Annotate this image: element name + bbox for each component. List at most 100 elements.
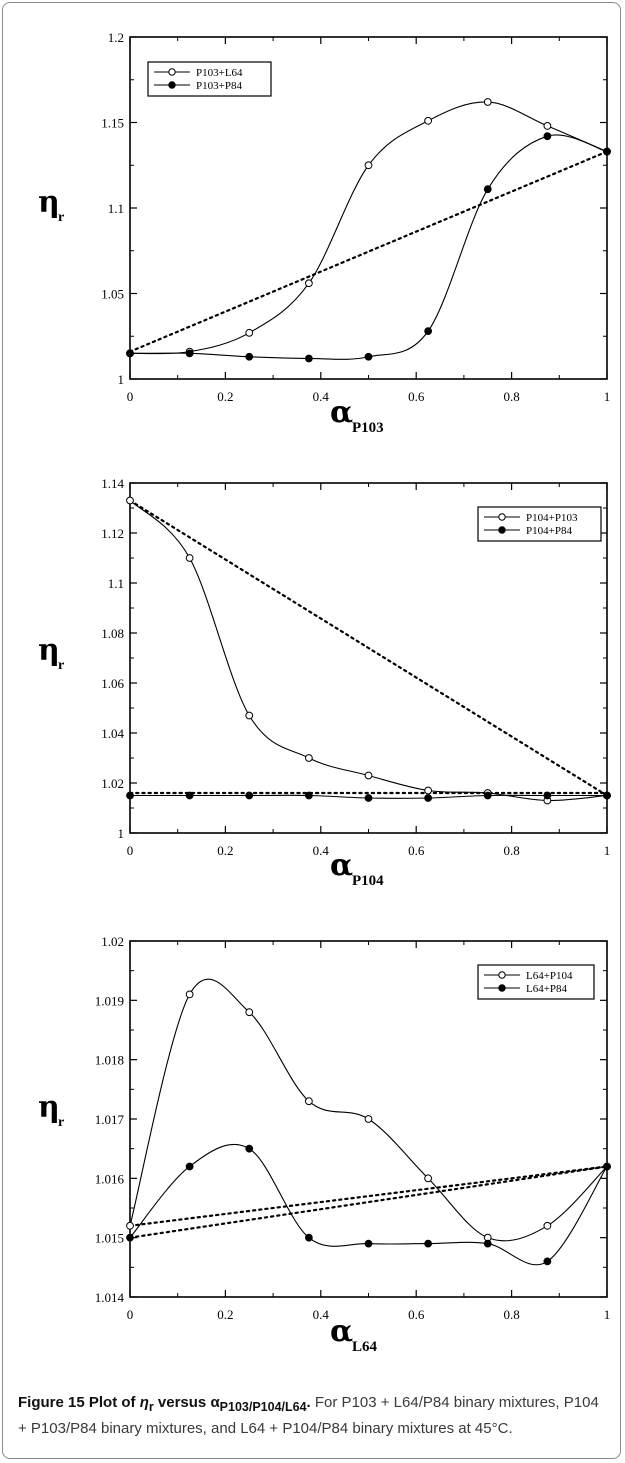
y-tick-label: 1.018 bbox=[95, 1053, 124, 1068]
x-tick-label: 1 bbox=[604, 389, 611, 404]
data-point-P103+P84 bbox=[424, 327, 433, 336]
x-axis-label-sub: P103 bbox=[352, 420, 384, 436]
caption-versus: versus α bbox=[157, 1394, 220, 1411]
y-tick-label: 1.014 bbox=[95, 1290, 125, 1305]
y-tick-label: 1.017 bbox=[95, 1112, 125, 1127]
data-point-P103+L64 bbox=[364, 161, 373, 170]
caption-alpha-sub: P103/P104/L64 bbox=[219, 1400, 307, 1414]
data-point-P104+P84 bbox=[126, 791, 134, 800]
x-tick-label: 0.8 bbox=[503, 1307, 519, 1322]
x-tick-label: 0.4 bbox=[313, 389, 330, 404]
data-point-L64+P104 bbox=[304, 1097, 313, 1106]
legend-box bbox=[147, 61, 272, 97]
caption-end: . bbox=[306, 1394, 311, 1411]
y-tick-label: 1.1 bbox=[108, 576, 124, 591]
x-tick-label: 0.6 bbox=[408, 389, 425, 404]
x-axis-label: α bbox=[330, 848, 353, 883]
y-tick-label: 1 bbox=[118, 826, 125, 841]
x-tick-label: 0 bbox=[127, 1307, 134, 1322]
data-point-L64+P84 bbox=[603, 1162, 611, 1171]
y-axis-label-sub: r bbox=[58, 658, 64, 673]
caption-title: Plot of ηr versus αP103/P104/L64. bbox=[88, 1394, 311, 1414]
legend-marker bbox=[168, 81, 176, 89]
data-point-P103+P84 bbox=[483, 185, 492, 194]
data-point-P103+L64 bbox=[245, 328, 254, 337]
data-point-P104+P103 bbox=[304, 754, 313, 762]
data-point-P104+P84 bbox=[364, 794, 373, 802]
y-tick-label: 1.016 bbox=[95, 1171, 125, 1186]
data-point-L64+P84 bbox=[364, 1239, 373, 1248]
x-axis-label-sub: L64 bbox=[352, 1339, 378, 1355]
legend-marker bbox=[498, 984, 506, 992]
caption-label: Figure 15 bbox=[18, 1394, 85, 1411]
caption-eta: η bbox=[139, 1394, 149, 1411]
chart-panel-3: 1.014 1.015 1.016 1.017 1.018 1.019 1.02 0 0.2 0.… bbox=[38, 934, 611, 1355]
chart-panel-2: 1 1.02 1.04 1.06 1.08 1.1 1.12 1.14 0 0.2 0.4 0.6 0.… bbox=[38, 476, 611, 889]
x-tick-label: 1 bbox=[604, 1307, 611, 1322]
x-tick-label: 0 bbox=[127, 843, 134, 858]
ideal-mixing-dotted-line bbox=[128, 1165, 609, 1227]
data-point-L64+P84 bbox=[304, 1233, 313, 1242]
y-tick-label: 1.06 bbox=[101, 676, 124, 691]
y-tick-label: 1.04 bbox=[101, 726, 124, 741]
data-point-P104+P103 bbox=[245, 711, 254, 720]
data-point-P104+P84 bbox=[245, 791, 254, 800]
y-axis-label: η bbox=[38, 633, 60, 668]
data-point-P104+P84 bbox=[543, 791, 552, 800]
caption-eta-sub: r bbox=[148, 1400, 154, 1414]
x-axis-label-sub: P104 bbox=[352, 873, 384, 889]
data-point-P103+P84 bbox=[364, 352, 373, 361]
data-point-P104+P103 bbox=[126, 496, 134, 505]
data-point-P104+P84 bbox=[424, 794, 433, 802]
legend-label: P104+P103 bbox=[526, 512, 578, 524]
data-point-P103+P84 bbox=[185, 349, 194, 358]
y-axis-label-sub: r bbox=[58, 1115, 64, 1130]
legend-marker bbox=[498, 513, 506, 521]
y-tick-label: 1.08 bbox=[101, 626, 124, 641]
x-tick-label: 0.2 bbox=[217, 1307, 233, 1322]
data-point-P103+P84 bbox=[304, 354, 313, 363]
y-tick-label: 1.14 bbox=[101, 476, 124, 491]
data-point-L64+P104 bbox=[126, 1221, 134, 1230]
series-line-P103+P84 bbox=[129, 134, 608, 360]
y-axis-label: η bbox=[38, 1090, 60, 1125]
data-point-P103+P84 bbox=[126, 349, 134, 358]
figure-caption: Figure 15 Plot of ηr versus αP103/P104/L… bbox=[18, 1392, 608, 1439]
ideal-mixing-dotted-line bbox=[128, 150, 609, 353]
caption-plot-of: Plot of bbox=[88, 1394, 136, 1411]
data-point-P103+L64 bbox=[424, 116, 433, 125]
data-point-L64+P104 bbox=[424, 1174, 433, 1183]
legend-box bbox=[477, 964, 595, 1000]
x-axis-label: α bbox=[330, 1314, 353, 1349]
y-axis-label: η bbox=[38, 185, 60, 220]
y-tick-label: 1.2 bbox=[108, 30, 124, 45]
data-point-P104+P103 bbox=[364, 771, 373, 780]
data-point-L64+P84 bbox=[483, 1239, 492, 1248]
data-point-P103+P84 bbox=[543, 132, 552, 141]
x-tick-label: 0.2 bbox=[217, 843, 233, 858]
legend-box bbox=[477, 506, 602, 542]
y-tick-label: 1 bbox=[118, 372, 125, 387]
data-point-L64+P104 bbox=[543, 1221, 552, 1230]
data-point-P103+L64 bbox=[483, 98, 492, 106]
data-point-L64+P84 bbox=[424, 1239, 433, 1248]
data-point-P104+P84 bbox=[603, 791, 611, 800]
data-point-P104+P103 bbox=[185, 554, 194, 562]
ideal-mixing-dotted-line bbox=[128, 499, 609, 797]
series-line-P103+L64 bbox=[129, 101, 608, 355]
x-tick-label: 0.6 bbox=[408, 843, 425, 858]
data-point-L64+P84 bbox=[245, 1144, 254, 1153]
legend-marker bbox=[168, 68, 176, 76]
y-tick-label: 1.15 bbox=[101, 116, 124, 131]
data-point-P104+P84 bbox=[185, 791, 194, 800]
x-tick-label: 0.4 bbox=[313, 1307, 330, 1322]
y-tick-label: 1.015 bbox=[95, 1231, 124, 1246]
data-point-L64+P104 bbox=[364, 1115, 373, 1123]
chart-panel-1: 11.051.11.151.20 0.2 0.4 0.6 0.8 1P103+L64P10… bbox=[38, 30, 611, 436]
data-point-P104+P103 bbox=[424, 786, 433, 795]
x-tick-label: 0.8 bbox=[503, 389, 519, 404]
x-tick-label: 0 bbox=[127, 389, 134, 404]
legend-marker bbox=[498, 526, 506, 534]
data-point-L64+P104 bbox=[185, 990, 194, 999]
